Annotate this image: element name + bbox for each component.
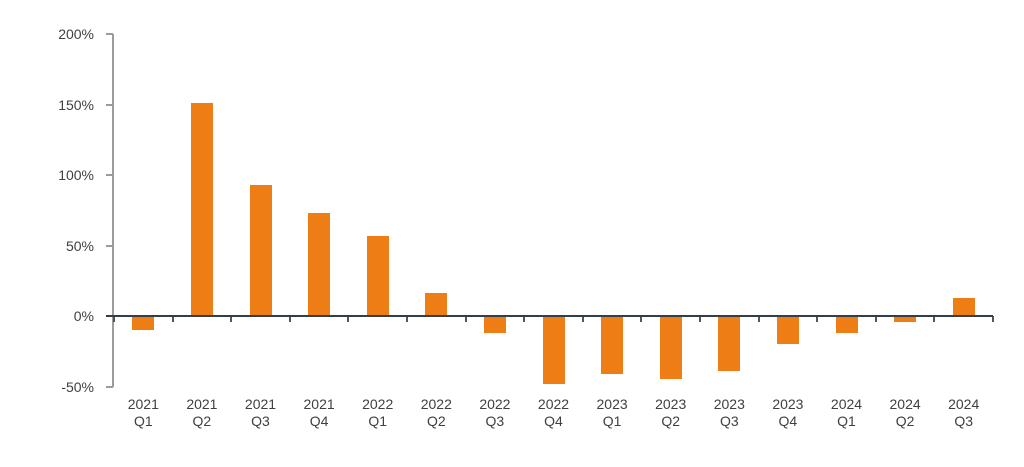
bar bbox=[894, 316, 917, 322]
x-tick-label: 2022 Q1 bbox=[362, 396, 394, 429]
x-axis-tick bbox=[699, 316, 701, 322]
bar bbox=[542, 316, 565, 384]
y-tick-label: 200% bbox=[58, 26, 94, 42]
y-tick-label: -50% bbox=[61, 378, 94, 395]
x-tick-label: 2024 Q2 bbox=[889, 396, 921, 429]
bar bbox=[718, 316, 741, 371]
bar bbox=[659, 316, 682, 380]
x-tick-label: 2021 Q3 bbox=[244, 396, 277, 429]
y-axis-tick bbox=[106, 385, 113, 388]
y-axis-tick bbox=[106, 244, 113, 247]
bar bbox=[601, 316, 624, 374]
x-tick-label: 2021 Q4 bbox=[303, 396, 335, 429]
x-axis-tick bbox=[347, 316, 350, 322]
y-axis-tick bbox=[106, 103, 113, 106]
bar bbox=[249, 184, 272, 316]
y-axis-line bbox=[112, 34, 114, 387]
x-tick-label: 2022 Q2 bbox=[420, 396, 452, 429]
x-tick-label: 2021 Q1 bbox=[127, 396, 159, 429]
y-tick-label: 0% bbox=[73, 308, 94, 324]
x-tick-label: 2022 Q3 bbox=[479, 396, 511, 429]
bar bbox=[952, 297, 975, 316]
x-axis-tick bbox=[581, 316, 584, 322]
x-axis-tick bbox=[523, 316, 526, 322]
bar bbox=[366, 235, 389, 316]
x-tick-label: 2023 Q2 bbox=[655, 396, 687, 429]
x-axis-tick bbox=[113, 316, 115, 322]
x-tick-label: 2022 Q4 bbox=[537, 396, 570, 429]
bar bbox=[308, 213, 331, 316]
y-axis-tick bbox=[106, 33, 113, 35]
zero-line bbox=[106, 315, 993, 317]
x-tick-label: 2023 Q1 bbox=[596, 396, 628, 429]
x-axis-tick bbox=[757, 316, 760, 322]
x-tick-label: 2021 Q2 bbox=[186, 396, 218, 429]
x-axis-tick bbox=[874, 316, 877, 322]
x-axis-tick bbox=[933, 316, 936, 322]
bar bbox=[776, 316, 799, 345]
y-axis-tick bbox=[106, 174, 113, 176]
bar bbox=[425, 293, 448, 316]
x-axis-tick bbox=[288, 316, 291, 322]
y-tick-label: 150% bbox=[58, 96, 94, 113]
y-tick-label: 50% bbox=[65, 237, 94, 254]
bar bbox=[483, 316, 506, 333]
x-axis-tick bbox=[464, 316, 467, 322]
x-tick-label: 2024 Q1 bbox=[830, 396, 863, 429]
y-tick-label: 100% bbox=[58, 167, 94, 183]
bar bbox=[190, 103, 213, 316]
x-tick-label: 2024 Q3 bbox=[948, 396, 980, 429]
x-axis-tick bbox=[992, 316, 994, 322]
x-tick-label: 2023 Q4 bbox=[772, 396, 804, 429]
x-axis-tick bbox=[640, 316, 643, 322]
x-axis-tick bbox=[816, 316, 819, 322]
x-tick-label: 2023 Q3 bbox=[713, 396, 745, 429]
bar bbox=[835, 316, 858, 333]
x-axis-tick bbox=[230, 316, 233, 322]
x-axis-tick bbox=[171, 316, 174, 322]
bar bbox=[132, 316, 155, 331]
x-axis-tick bbox=[406, 316, 408, 322]
